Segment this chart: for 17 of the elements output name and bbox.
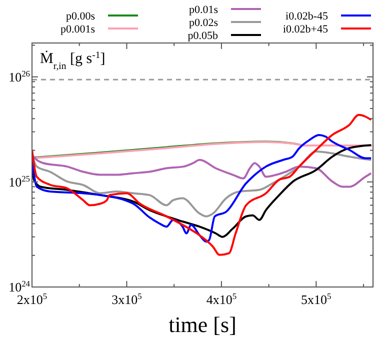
y-tick-label: 10$^{25}$ [8, 173, 30, 190]
line-series [32, 114, 372, 256]
x-tick-label: 3x10$^{5}$ [112, 291, 142, 307]
legend-label: p0.00s [66, 10, 95, 22]
legend-label: i0.02b+45 [282, 23, 328, 36]
x-tick-label: 4x10$^{5}$ [206, 291, 237, 307]
legend-label: p0.05b [188, 30, 218, 42]
line-series [32, 154, 372, 188]
y-tick-label: 10$^{26}$ [8, 68, 30, 84]
legend-label: p0.001s [60, 23, 95, 36]
x-axis-title: time [s] [168, 312, 236, 337]
x-tick-label: 5x10$^{5}$ [301, 291, 332, 307]
legend-label: p0.01s [188, 4, 218, 16]
y-axis-title: Ṁ$_{r,in}$ [g s$^{-1}$] [40, 50, 106, 72]
line-series [32, 150, 372, 218]
legend-label: p0.02s [188, 16, 218, 29]
legend-label: i0.02b-45 [286, 10, 328, 22]
